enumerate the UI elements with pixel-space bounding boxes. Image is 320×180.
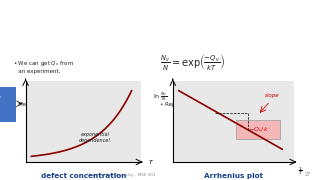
Text: ln $\frac{N_v}{N}$: ln $\frac{N_v}{N}$ — [153, 91, 168, 104]
Text: Activation energy, $Q_v$, can be
measure by Arrhenius plot: Activation energy, $Q_v$, can be measure… — [13, 10, 197, 36]
Text: exponential
dependence!: exponential dependence! — [79, 132, 111, 143]
Text: defect concentration: defect concentration — [41, 173, 126, 179]
Text: University of Kentucky – MSE 201: University of Kentucky – MSE 201 — [87, 173, 156, 177]
Text: • Replot it...: • Replot it... — [160, 102, 193, 107]
FancyBboxPatch shape — [236, 120, 280, 139]
Text: slope: slope — [265, 93, 280, 98]
Text: 27: 27 — [304, 172, 310, 177]
Text: Arrhenius plot: Arrhenius plot — [204, 173, 263, 179]
FancyBboxPatch shape — [0, 87, 16, 122]
Text: • We can get $Q_v$ from
   an experiment.: • We can get $Q_v$ from an experiment. — [13, 59, 74, 74]
Text: $\frac{N_v}{N} = \exp\!\left(\frac{-Q_v}{kT}\right)$: $\frac{N_v}{N} = \exp\!\left(\frac{-Q_v}… — [160, 52, 225, 72]
Text: $N_v$
—
$N$: $N_v$ — $N$ — [0, 93, 2, 116]
Text: $-Q_v/k$: $-Q_v/k$ — [247, 125, 268, 134]
Text: • Measure this...: • Measure this... — [13, 102, 58, 107]
Text: $T$: $T$ — [148, 158, 154, 166]
Text: $\frac{1}{T}$: $\frac{1}{T}$ — [298, 165, 303, 177]
